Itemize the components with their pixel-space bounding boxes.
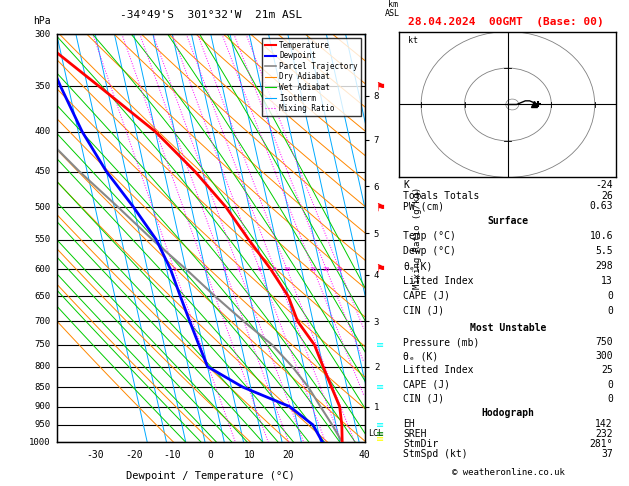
Text: Mixing Ratio (g/kg): Mixing Ratio (g/kg) — [413, 187, 421, 289]
Text: 400: 400 — [35, 127, 50, 136]
Text: 10.6: 10.6 — [589, 231, 613, 241]
Text: -30: -30 — [86, 451, 104, 460]
Text: θₑ (K): θₑ (K) — [403, 351, 438, 361]
Text: LCL: LCL — [368, 429, 383, 438]
Text: 232: 232 — [595, 429, 613, 439]
Text: 4: 4 — [237, 266, 241, 272]
Text: 750: 750 — [35, 340, 50, 349]
Text: 6: 6 — [258, 266, 262, 272]
Text: 0: 0 — [607, 394, 613, 404]
Text: 650: 650 — [35, 292, 50, 301]
Text: 850: 850 — [35, 382, 50, 392]
Text: 900: 900 — [35, 402, 50, 411]
Text: StmDir: StmDir — [403, 439, 438, 449]
Text: Dewp (°C): Dewp (°C) — [403, 246, 456, 256]
Text: ⚑: ⚑ — [376, 81, 386, 91]
Text: -20: -20 — [125, 451, 143, 460]
Text: km
ASL: km ASL — [385, 0, 400, 17]
Text: 20: 20 — [282, 451, 294, 460]
Text: -24: -24 — [595, 180, 613, 190]
Text: Surface: Surface — [487, 216, 528, 226]
Text: θₑ(K): θₑ(K) — [403, 261, 432, 271]
Text: 350: 350 — [35, 82, 50, 91]
Text: Lifted Index: Lifted Index — [403, 276, 474, 286]
Text: 750: 750 — [595, 337, 613, 347]
Text: 300: 300 — [35, 30, 50, 38]
Text: 0: 0 — [607, 306, 613, 316]
Text: 10: 10 — [243, 451, 255, 460]
Text: ≡: ≡ — [377, 382, 384, 392]
Text: Temp (°C): Temp (°C) — [403, 231, 456, 241]
Text: Lifted Index: Lifted Index — [403, 365, 474, 375]
Text: -34°49'S  301°32'W  21m ASL: -34°49'S 301°32'W 21m ASL — [120, 10, 302, 20]
Text: Hodograph: Hodograph — [481, 408, 535, 418]
Text: ⚑: ⚑ — [376, 202, 386, 212]
Text: 37: 37 — [601, 449, 613, 459]
Text: 298: 298 — [595, 261, 613, 271]
Text: 2: 2 — [203, 266, 207, 272]
Text: 25: 25 — [601, 365, 613, 375]
Text: 5.5: 5.5 — [595, 246, 613, 256]
Text: StmSpd (kt): StmSpd (kt) — [403, 449, 467, 459]
Text: SREH: SREH — [403, 429, 426, 439]
Text: 0: 0 — [208, 451, 214, 460]
Text: 450: 450 — [35, 167, 50, 176]
Text: Most Unstable: Most Unstable — [470, 323, 546, 333]
Text: 1: 1 — [172, 266, 176, 272]
Text: 20: 20 — [323, 266, 330, 272]
Text: 25: 25 — [336, 266, 343, 272]
Text: PW (cm): PW (cm) — [403, 201, 444, 211]
Text: 26: 26 — [601, 191, 613, 201]
Text: 950: 950 — [35, 420, 50, 429]
Text: 0: 0 — [607, 380, 613, 390]
Text: 300: 300 — [595, 351, 613, 361]
Text: EH: EH — [403, 418, 415, 429]
Text: 550: 550 — [35, 235, 50, 244]
Text: 281°: 281° — [589, 439, 613, 449]
Text: 3: 3 — [223, 266, 226, 272]
Text: K: K — [403, 180, 409, 190]
Text: 600: 600 — [35, 264, 50, 274]
Text: ≡: ≡ — [377, 434, 384, 444]
Text: 500: 500 — [35, 203, 50, 212]
Text: hPa: hPa — [33, 16, 50, 26]
Text: 142: 142 — [595, 418, 613, 429]
Text: kt: kt — [408, 35, 418, 45]
Text: ≡: ≡ — [377, 420, 384, 430]
Text: CIN (J): CIN (J) — [403, 306, 444, 316]
Legend: Temperature, Dewpoint, Parcel Trajectory, Dry Adiabat, Wet Adiabat, Isotherm, Mi: Temperature, Dewpoint, Parcel Trajectory… — [262, 38, 361, 116]
Text: CAPE (J): CAPE (J) — [403, 380, 450, 390]
Text: 0.63: 0.63 — [589, 201, 613, 211]
Text: ≡: ≡ — [377, 340, 384, 350]
Text: Pressure (mb): Pressure (mb) — [403, 337, 479, 347]
Text: Dewpoint / Temperature (°C): Dewpoint / Temperature (°C) — [126, 471, 295, 481]
Text: CAPE (J): CAPE (J) — [403, 291, 450, 301]
Text: Totals Totals: Totals Totals — [403, 191, 479, 201]
Text: 16: 16 — [309, 266, 317, 272]
Text: 8: 8 — [273, 266, 277, 272]
Text: 800: 800 — [35, 362, 50, 371]
Text: 700: 700 — [35, 317, 50, 326]
Text: 28.04.2024  00GMT  (Base: 00): 28.04.2024 00GMT (Base: 00) — [408, 17, 604, 27]
Text: ≡: ≡ — [377, 429, 384, 439]
Text: -10: -10 — [164, 451, 181, 460]
Text: 13: 13 — [601, 276, 613, 286]
Text: CIN (J): CIN (J) — [403, 394, 444, 404]
Text: 10: 10 — [283, 266, 291, 272]
Text: ⚑: ⚑ — [376, 264, 386, 274]
Text: 40: 40 — [359, 451, 370, 460]
Text: 0: 0 — [607, 291, 613, 301]
Text: © weatheronline.co.uk: © weatheronline.co.uk — [452, 468, 565, 477]
Text: 1000: 1000 — [29, 438, 50, 447]
